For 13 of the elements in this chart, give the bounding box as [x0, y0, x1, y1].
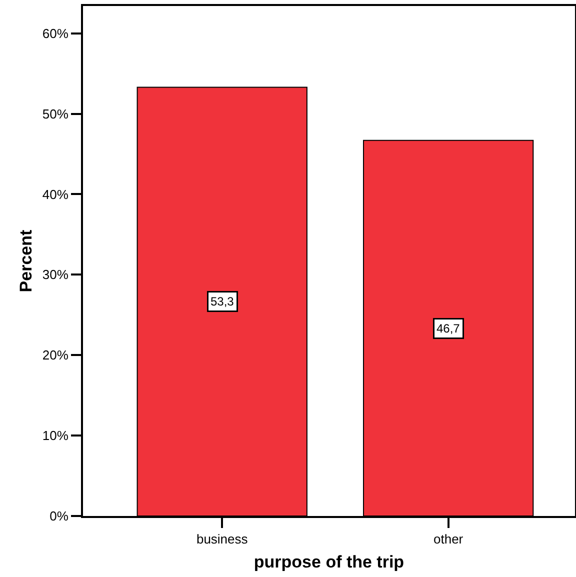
data-label: 46,7: [436, 322, 460, 336]
y-tick-label: 50%: [42, 106, 69, 122]
y-tick-label: 10%: [42, 428, 69, 444]
y-tick-label: 0%: [50, 508, 69, 524]
y-tick-label: 60%: [42, 26, 69, 41]
y-tick-label: 30%: [42, 267, 69, 282]
x-axis-title: purpose of the trip: [254, 552, 404, 572]
y-axis-title: Percent: [16, 229, 36, 292]
x-tick-label: other: [434, 532, 464, 547]
y-tick-label: 20%: [42, 348, 69, 363]
x-tick-label: business: [196, 532, 248, 547]
y-tick-label: 40%: [42, 186, 69, 202]
data-label: 53,3: [210, 294, 234, 308]
